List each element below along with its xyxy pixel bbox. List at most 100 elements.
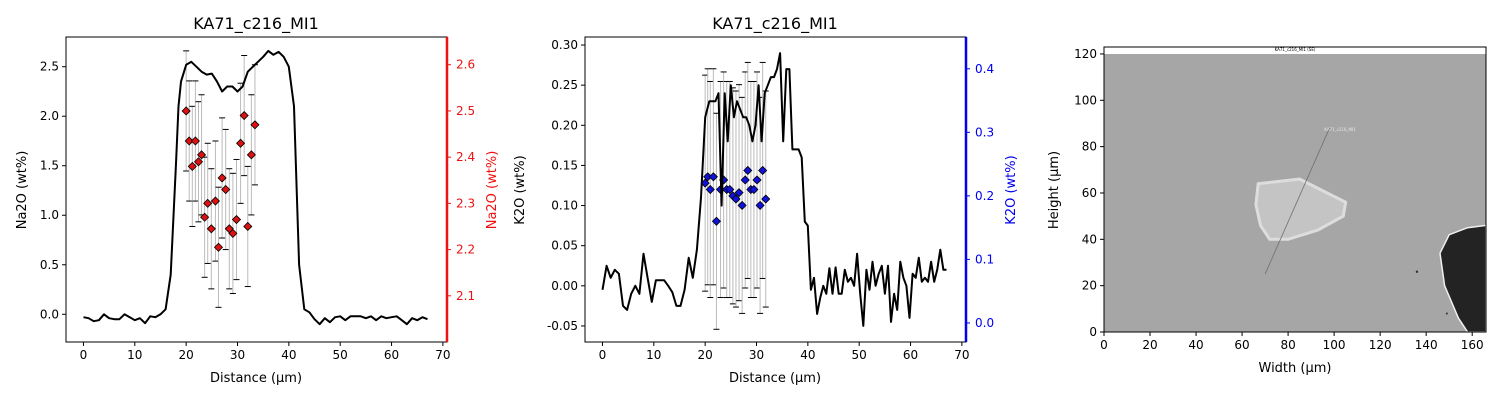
k2o-right-axis-label: K2O (wt%) (1004, 155, 1019, 224)
na2o-y-tick-label: 0.5 (40, 258, 59, 272)
na2o-x-tick-label: 20 (179, 348, 194, 362)
k2o-data-point (708, 172, 718, 182)
na2o-plot-frame (65, 36, 448, 343)
na2o-y-tick-label: 1.5 (40, 159, 59, 173)
na2o-data-point (243, 221, 253, 232)
sem-y-tick-label: 0 (1089, 325, 1097, 339)
k2o-x-tick-label: 0 (599, 348, 607, 362)
na2o-data-point (213, 242, 224, 252)
sem-y-tick-label: 60 (1082, 186, 1097, 200)
k2o-data-point (743, 165, 753, 176)
k2o-right-tick-label: 0.4 (975, 62, 994, 76)
na2o-right-tick-label: 2.3 (456, 196, 475, 210)
sem-speck (1415, 270, 1419, 273)
k2o-y-tick-label: 0.10 (551, 199, 578, 213)
na2o-x-tick-label: 70 (435, 348, 450, 362)
k2o-data-point (758, 165, 768, 176)
na2o-right-tick-label: 2.6 (456, 58, 475, 72)
k2o-plot-frame (584, 36, 967, 343)
k2o-data-point (711, 216, 722, 226)
sem-image (1104, 47, 1487, 333)
sem-x-tick-label: 160 (1461, 338, 1484, 352)
na2o-data-point (203, 198, 213, 208)
na2o-chart-title: KA71_c216_MI1 (193, 14, 319, 34)
k2o-y-tick-label: 0.30 (551, 38, 578, 52)
na2o-data-point (228, 228, 238, 238)
na2o-data-point (206, 224, 216, 234)
k2o-right-ticks: 0.0 0.1 0.2 0.3 0.4 (966, 62, 994, 330)
na2o-data-point (187, 161, 197, 171)
na2o-right-tick-label: 2.4 (456, 150, 475, 164)
sem-y-tick-label: 40 (1082, 232, 1097, 246)
k2o-y-tick-label: 0.20 (551, 118, 578, 132)
transect-line (1264, 127, 1330, 275)
k2o-data-point (752, 175, 762, 185)
na2o-y-tick-label: 2.5 (40, 60, 59, 74)
sem-x-tick-label: 0 (1100, 338, 1108, 352)
k2o-profile-line (601, 52, 947, 327)
sem-x-ticks: 0 20 40 60 80 100 120 140 160 (1100, 332, 1484, 352)
na2o-x-tick-label: 60 (384, 348, 399, 362)
na2o-x-ticks: 0 10 20 30 40 50 60 70 (80, 342, 451, 362)
k2o-right-tick-label: 0.2 (975, 189, 994, 203)
na2o-x-tick-label: 0 (80, 348, 88, 362)
na2o-data-point (231, 214, 242, 225)
sem-y-tick-label: 120 (1074, 47, 1097, 61)
na2o-data-point (184, 136, 194, 146)
na2o-x-tick-label: 10 (127, 348, 142, 362)
na2o-x-tick-label: 50 (333, 348, 348, 362)
k2o-right-tick-label: 0.1 (975, 252, 994, 266)
k2o-right-tick-label: 0.3 (975, 125, 994, 139)
na2o-data-point (190, 136, 200, 146)
k2o-marks (601, 52, 947, 330)
na2o-data-point (217, 173, 227, 183)
na2o-data-point (210, 196, 220, 206)
na2o-right-tick-label: 2.5 (456, 104, 475, 118)
k2o-data-point (755, 200, 765, 210)
na2o-data-point (193, 157, 204, 167)
sem-y-ticks: 0 20 40 60 80 100 120 (1074, 47, 1104, 339)
na2o-data-point (200, 212, 210, 222)
sem-x-tick-label: 100 (1323, 338, 1346, 352)
k2o-y-tick-label: 0.05 (551, 239, 578, 253)
sem-x-axis-label: Width (µm) (1259, 361, 1332, 376)
sem-y-axis-label: Height (µm) (1047, 151, 1062, 229)
sem-x-tick-label: 60 (1234, 338, 1249, 352)
k2o-data-point (740, 175, 750, 185)
na2o-right-tick-label: 2.2 (456, 243, 475, 257)
na2o-y-axis-label: Na2O (wt%) (15, 151, 30, 230)
k2o-data-point (705, 184, 715, 195)
na2o-data-point (236, 138, 246, 148)
k2o-data-point (725, 184, 735, 195)
na2o-chart: 0 10 20 30 40 50 60 70 0.00.51.01.52.02.5 2.12.… (15, 14, 500, 386)
sem-image-frame (1103, 46, 1487, 333)
na2o-profile-line (83, 49, 428, 326)
na2o-y-tick-label: 2.0 (40, 109, 59, 123)
na2o-data-point (239, 110, 249, 121)
na2o-right-tick-label: 2.1 (456, 289, 475, 303)
k2o-y-ticks: -0.05 0.00 0.05 0.10 0.15 0.20 0.25 0.30 (547, 38, 585, 333)
sem-y-tick-label: 80 (1082, 140, 1097, 154)
k2o-x-tick-label: 40 (800, 348, 815, 362)
na2o-y-tick-label: 1.0 (40, 208, 59, 222)
k2o-data-point (749, 184, 759, 195)
na2o-right-ticks: 2.1 2.2 2.3 2.4 2.5 2.6 (447, 58, 475, 303)
k2o-x-tick-label: 60 (903, 348, 918, 362)
sem-y-tick-label: 20 (1082, 279, 1097, 293)
na2o-data-point (196, 150, 207, 160)
k2o-x-tick-label: 20 (698, 348, 713, 362)
k2o-y-tick-label: -0.05 (547, 319, 578, 333)
melt-inclusion (1254, 177, 1348, 241)
sem-x-tick-label: 80 (1280, 338, 1295, 352)
k2o-y-tick-label: 0.00 (551, 279, 578, 293)
na2o-x-axis-label: Distance (µm) (210, 371, 302, 386)
k2o-y-tick-label: 0.25 (551, 78, 578, 92)
k2o-x-tick-label: 70 (954, 348, 969, 362)
k2o-x-axis-label: Distance (µm) (729, 371, 821, 386)
na2o-data-point (246, 150, 256, 160)
k2o-data-point (737, 200, 747, 210)
na2o-data-point (250, 120, 260, 130)
k2o-y-axis-label: K2O (wt%) (513, 155, 528, 224)
na2o-y-ticks: 0.0 0.5 1.0 1.5 2.0 2.5 (40, 60, 66, 321)
